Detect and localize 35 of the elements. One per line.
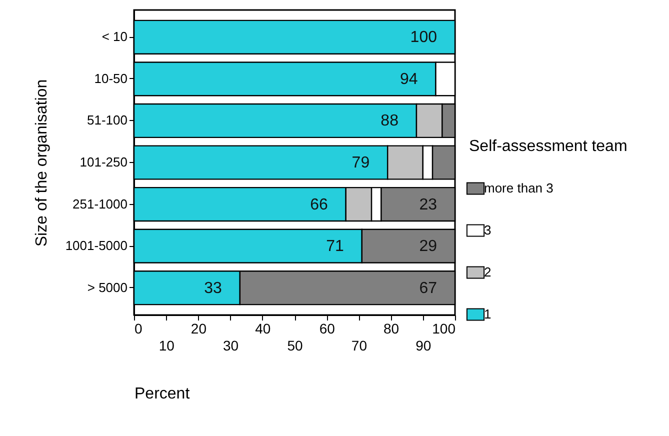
- x-tick-label: 60: [319, 320, 336, 336]
- data-label: 67: [419, 280, 438, 297]
- x2-tick-label: 50: [287, 338, 303, 354]
- data-label: 88: [380, 112, 399, 130]
- y-tick-label: < 10: [102, 29, 128, 44]
- y-tick-label: 1001-5000: [65, 238, 128, 254]
- x2-tick-label: 90: [416, 338, 432, 354]
- y-tick-label: 10-50: [94, 70, 128, 86]
- data-label: 23: [419, 196, 438, 214]
- x2-tick-label: 30: [223, 338, 239, 354]
- x-tick-label: 40: [255, 320, 271, 336]
- data-label: 66: [310, 196, 328, 214]
- data-label: 79: [352, 154, 370, 172]
- x-tick-label: 80: [384, 320, 400, 336]
- y-tick-label: 251-1000: [72, 196, 128, 212]
- data-label: 29: [419, 238, 438, 256]
- data-label: 100: [410, 29, 438, 46]
- x-tick-label: 100: [432, 320, 456, 336]
- legend-label: 1: [484, 306, 492, 322]
- legend-label: more than 3: [484, 180, 554, 196]
- legend-label: 2: [484, 264, 492, 280]
- x2-tick-label: 70: [351, 338, 368, 354]
- y-tick-label: > 5000: [87, 280, 128, 295]
- data-label: 94: [400, 70, 418, 88]
- x-tick-label: 0: [134, 320, 142, 336]
- legend-label: 3: [484, 222, 492, 238]
- x-tick-label: 20: [190, 320, 207, 336]
- data-label: 71: [326, 238, 344, 256]
- y-tick-label: 51-100: [87, 112, 128, 128]
- x2-tick-label: 10: [158, 338, 175, 354]
- data-label: 33: [204, 280, 222, 297]
- y-axis-title: Size of the organisation: [33, 79, 50, 247]
- x-axis-title: Percent: [134, 386, 190, 402]
- y-tick-label: 101-250: [80, 154, 128, 170]
- legend-title: Self-assessment team: [469, 138, 628, 155]
